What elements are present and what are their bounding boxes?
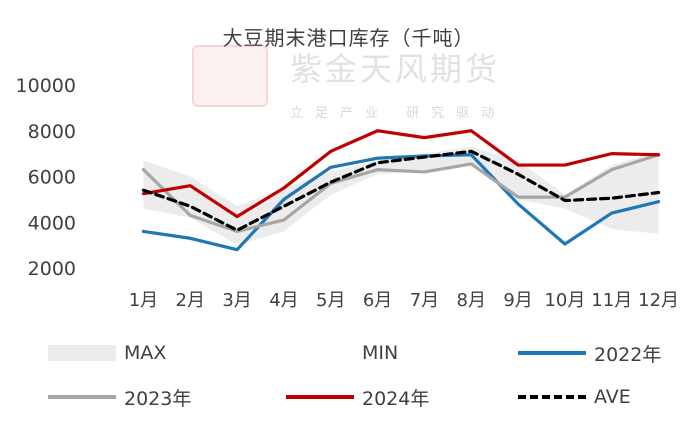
max-min-band: [143, 146, 659, 246]
x-tick-label: 3月: [222, 290, 251, 311]
watermark-logo: [192, 45, 268, 107]
y-tick-label: 2000: [28, 258, 76, 280]
series-line-2023: [141, 153, 661, 233]
series-line-ave: [141, 149, 661, 232]
x-tick-label: 7月: [410, 290, 439, 311]
x-tick-label: 8月: [457, 290, 486, 311]
x-tick-label: 1月: [129, 290, 158, 311]
x-tick-label: 6月: [363, 290, 392, 311]
y-tick-label: 6000: [28, 167, 76, 189]
y-tick-label: 8000: [28, 121, 76, 143]
y-tick-label: 10000: [16, 75, 76, 97]
watermark-tagline: 立足产业 研究驱动: [290, 106, 507, 121]
series-line-2022: [141, 153, 661, 252]
x-tick-label: 9月: [503, 290, 532, 311]
x-tick-label: 5月: [316, 290, 345, 311]
x-tick-label: 4月: [269, 290, 298, 311]
watermark-name: 紫金天风期货: [290, 50, 501, 88]
x-tick-label: 10月: [544, 290, 585, 311]
x-tick-label: 2月: [176, 290, 205, 311]
x-tick-label: 11月: [591, 290, 632, 311]
x-tick-label: 12月: [638, 290, 679, 311]
series-line-2024: [141, 129, 661, 219]
y-tick-label: 4000: [28, 212, 76, 234]
